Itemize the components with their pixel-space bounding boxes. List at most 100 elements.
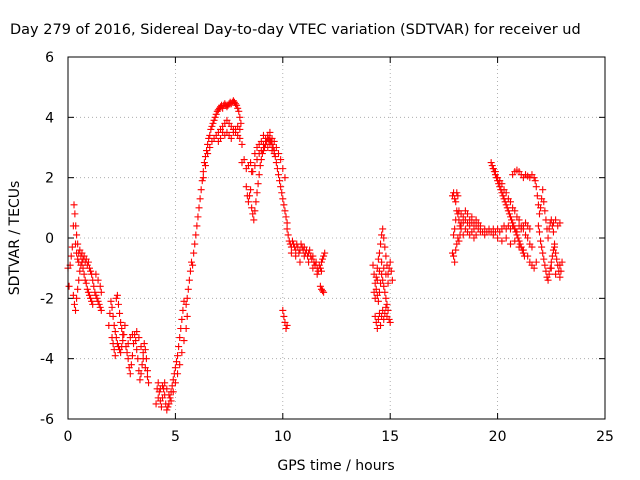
data-point (283, 225, 291, 233)
plot-frame (67, 56, 606, 420)
data-point (180, 337, 188, 345)
data-point (455, 237, 463, 245)
data-point (210, 116, 218, 124)
data-point (295, 249, 303, 257)
data-point (249, 168, 257, 176)
data-point (90, 282, 98, 290)
data-point (544, 234, 552, 242)
data-point (309, 252, 317, 260)
data-point (137, 370, 145, 378)
data-point (279, 306, 287, 314)
data-point (94, 276, 102, 284)
data-point (248, 204, 256, 212)
y-tick-labels: -6 -4 -2 0 2 4 6 (40, 50, 54, 428)
data-point (544, 276, 552, 284)
data-point (92, 291, 100, 299)
data-point (238, 140, 246, 148)
data-point (317, 267, 325, 275)
data-point (232, 100, 240, 108)
y-tick-label: 6 (45, 50, 54, 66)
data-point (541, 207, 549, 215)
data-point (183, 294, 191, 302)
data-point (117, 349, 125, 357)
data-point (254, 180, 262, 188)
data-point (168, 382, 176, 390)
data-point (448, 249, 456, 257)
data-point (174, 370, 182, 378)
data-point (188, 258, 196, 266)
data-point (199, 174, 207, 182)
data-point (519, 225, 527, 233)
data-point (199, 168, 207, 176)
data-point (517, 243, 525, 251)
data-point (219, 104, 227, 112)
data-point (272, 159, 280, 167)
data-point (109, 312, 117, 320)
data-point (197, 186, 205, 194)
x-tick-label: 5 (171, 429, 180, 445)
data-point (196, 195, 204, 203)
data-point (252, 198, 260, 206)
data-point (195, 204, 203, 212)
data-point (94, 297, 102, 305)
data-point (250, 216, 258, 224)
data-point (133, 328, 141, 336)
data-point (80, 270, 88, 278)
data-point (92, 270, 100, 278)
data-point (139, 355, 147, 363)
data-point (512, 228, 520, 236)
data-point (185, 276, 193, 284)
data-point (119, 331, 127, 339)
data-point (538, 243, 546, 251)
data-point (200, 159, 208, 167)
data-point (87, 294, 95, 302)
data-point (193, 222, 201, 230)
x-tick-labels: 0 5 10 15 20 25 (64, 429, 614, 445)
data-point (211, 113, 219, 121)
data-point (526, 225, 534, 233)
data-point (319, 255, 327, 263)
data-point (382, 270, 390, 278)
data-point (372, 273, 380, 281)
data-point (534, 222, 542, 230)
data-point (371, 312, 379, 320)
data-point (128, 331, 136, 339)
data-point (81, 276, 89, 284)
data-point (491, 168, 499, 176)
data-point (176, 361, 184, 369)
data-point (372, 285, 380, 293)
data-point (292, 252, 300, 260)
data-point (155, 388, 163, 396)
data-point (296, 258, 304, 266)
data-point (468, 213, 476, 221)
data-point (380, 264, 388, 272)
data-point (464, 210, 472, 218)
data-point (282, 325, 290, 332)
data-point (452, 246, 460, 254)
data-point (247, 159, 255, 167)
data-point (117, 318, 125, 326)
data-point (451, 195, 459, 203)
data-point (171, 364, 179, 372)
data-point (509, 219, 517, 227)
data-point (67, 252, 75, 260)
data-point (236, 134, 244, 142)
data-point (266, 128, 274, 136)
data-point (75, 258, 83, 266)
data-point (242, 183, 250, 191)
data-point (515, 237, 523, 245)
data-point (266, 140, 274, 148)
data-point (454, 192, 462, 200)
data-point (283, 219, 291, 227)
data-point (73, 231, 81, 239)
data-point (531, 177, 539, 185)
data-point (275, 171, 283, 179)
data-point (511, 225, 519, 233)
data-point (380, 282, 388, 290)
data-point (96, 282, 104, 290)
data-point (499, 192, 507, 200)
data-point (236, 125, 244, 133)
data-point (271, 153, 279, 161)
data-point (182, 300, 190, 308)
data-point (118, 325, 126, 332)
